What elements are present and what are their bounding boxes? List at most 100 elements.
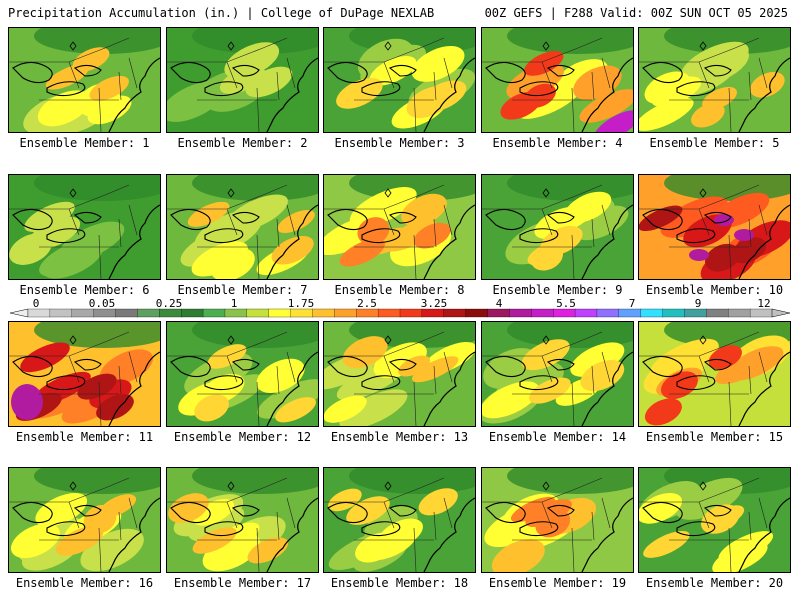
ensemble-map-panel (323, 467, 476, 573)
colorbar-swatch (115, 308, 139, 318)
great-lakes-outline (485, 501, 575, 537)
colorbar-tick-label: 4 (495, 297, 503, 310)
field-contour (336, 77, 383, 109)
field-contour (324, 395, 367, 423)
location-marker-icon (699, 188, 707, 198)
field-contour (731, 237, 767, 264)
location-marker-icon (699, 335, 707, 345)
great-lakes-outline (170, 355, 260, 391)
field-contour (401, 193, 447, 227)
field-contour (192, 322, 318, 348)
field-contour (418, 488, 458, 516)
colorbar-swatch (202, 308, 226, 318)
location-marker-icon (699, 41, 707, 51)
coastline (108, 204, 160, 279)
ensemble-map-panel (638, 467, 791, 573)
map-title: Precipitation Accumulation (in.) | Colle… (8, 6, 435, 20)
field-contour (192, 468, 318, 494)
ensemble-map-panel (166, 321, 319, 427)
state-borders (9, 477, 138, 572)
field-contour (346, 496, 390, 525)
field-contour (734, 229, 754, 241)
location-marker-icon (69, 188, 77, 198)
field-contour (649, 338, 719, 380)
state-borders (324, 331, 453, 426)
ensemble-map-panel (481, 174, 634, 280)
great-lakes-outline (12, 355, 102, 391)
field-contour (210, 247, 255, 279)
field-contour (247, 537, 289, 564)
field-contour (277, 210, 315, 233)
field-contour (39, 237, 106, 277)
great-lakes-outline (327, 501, 417, 537)
field-contour (20, 342, 70, 373)
colorbar-swatch (27, 308, 51, 318)
colorbar-swatch (137, 308, 160, 318)
location-marker-icon (227, 188, 235, 198)
field-contour (639, 97, 694, 131)
state-borders (639, 331, 768, 426)
colorbar-tick-label: 1 (230, 297, 238, 310)
coastline (738, 497, 790, 572)
colorbar-swatch (443, 308, 467, 318)
colorbar-swatch (93, 308, 117, 318)
field-contour (570, 342, 625, 377)
field-contour (411, 46, 465, 82)
colorbar-min-arrow (10, 308, 29, 318)
ensemble-map-panel (481, 321, 634, 427)
ensemble-member-label: Ensemble Member: 4 (492, 136, 623, 150)
ensemble-member-label: Ensemble Member: 9 (492, 283, 623, 297)
field-contour (705, 243, 740, 272)
colorbar-tick-label: 9 (694, 297, 702, 310)
ensemble-map-panel (8, 467, 161, 573)
location-marker-icon (384, 481, 392, 491)
field-contour (192, 28, 318, 54)
coastline (738, 204, 790, 279)
ensemble-member-label: Ensemble Member: 2 (177, 136, 308, 150)
precipitation-field (639, 468, 790, 572)
coastline (108, 351, 160, 426)
precipitation-field (639, 322, 790, 426)
field-contour (643, 530, 690, 558)
state-borders (639, 184, 768, 279)
great-lakes-outline (327, 208, 417, 244)
great-lakes-outline (170, 208, 260, 244)
state-borders (167, 184, 296, 279)
field-contour (83, 504, 117, 534)
ensemble-map-panel (638, 27, 791, 133)
great-lakes-outline (642, 355, 732, 391)
field-contour (712, 505, 745, 526)
precipitation-field (167, 28, 318, 132)
field-contour (573, 65, 622, 101)
location-marker-icon (384, 335, 392, 345)
field-contour (506, 62, 564, 100)
field-contour (651, 76, 702, 107)
state-borders (324, 184, 453, 279)
precipitation-field (639, 28, 790, 132)
field-contour (87, 95, 132, 125)
field-contour (382, 220, 437, 252)
field-contour (342, 336, 388, 369)
field-contour (579, 89, 633, 123)
ensemble-member-label: Ensemble Member: 15 (645, 430, 784, 444)
field-contour (339, 389, 408, 426)
precipitation-field (9, 468, 160, 572)
colorbar-swatch (684, 308, 708, 318)
location-marker-icon (384, 41, 392, 51)
coastline (266, 497, 318, 572)
colorbar-tick-label: 5.5 (556, 297, 576, 310)
ensemble-member-label: Ensemble Member: 20 (645, 576, 784, 590)
location-marker-icon (542, 188, 550, 198)
coastline (266, 57, 318, 132)
precipitation-field (9, 175, 160, 279)
field-contour (328, 488, 362, 512)
location-marker-icon (69, 481, 77, 491)
colorbar-swatch (334, 308, 357, 318)
state-borders (167, 477, 296, 572)
ensemble-member-label: Ensemble Member: 16 (15, 576, 154, 590)
field-contour (718, 531, 774, 563)
coastline (108, 57, 160, 132)
location-marker-icon (542, 335, 550, 345)
field-contour (644, 398, 682, 426)
ensemble-map-panel (8, 321, 161, 427)
